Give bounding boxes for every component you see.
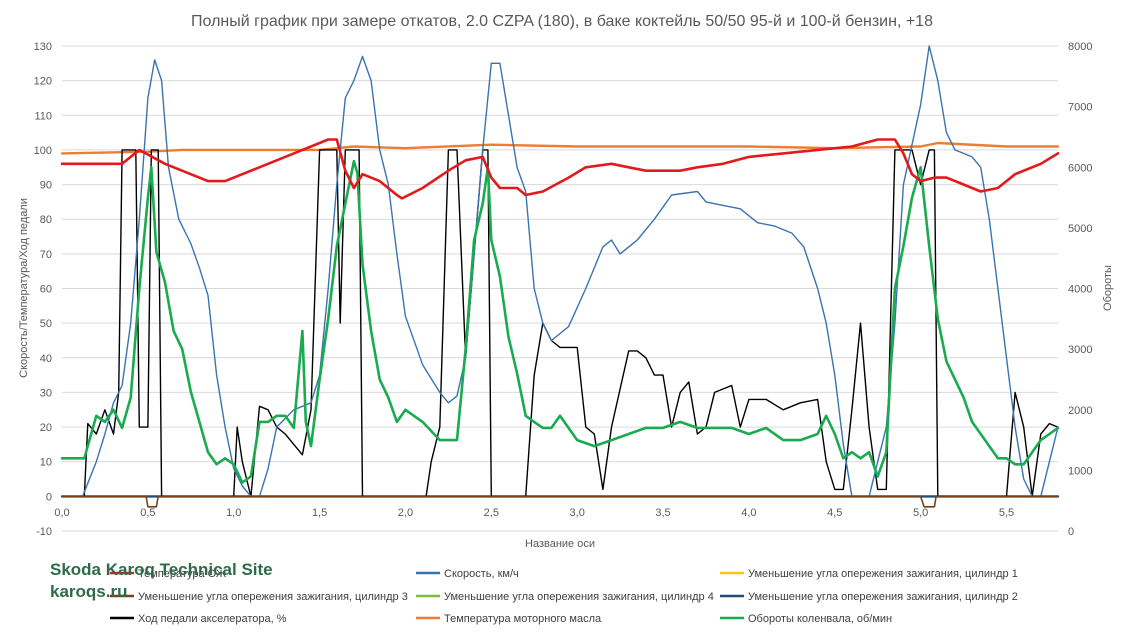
series-line xyxy=(61,149,1059,498)
y2-tick-label: 0 xyxy=(1068,526,1074,538)
x-tick-label: 2,0 xyxy=(398,507,413,519)
legend-label: Температура ОЖ xyxy=(138,568,226,580)
y2-tick-label: 3000 xyxy=(1068,344,1092,356)
watermark-site-name: Skoda Karoq Technical Site xyxy=(50,560,273,579)
x-tick-label: 1,0 xyxy=(226,507,241,519)
legend-label: Уменьшение угла опережения зажигания, ци… xyxy=(748,568,1018,580)
y2-tick-labels: 0 1000 2000 3000 4000 5000 6000 7000 8000 xyxy=(1068,41,1092,538)
x-tick-label: 0,0 xyxy=(54,507,69,519)
y-axis-title: Скорость/Температура/Ход педали xyxy=(18,198,30,378)
series-lines xyxy=(60,45,1060,508)
y-tick-label: 20 xyxy=(40,422,52,434)
watermark-url: karoqs.ru xyxy=(50,582,127,601)
chart-title: Полный график при замере откатов, 2.0 CZ… xyxy=(191,13,933,30)
legend-label: Уменьшение угла опережения зажигания, ци… xyxy=(444,591,714,603)
y-tick-label: 30 xyxy=(40,387,52,399)
y2-tick-label: 5000 xyxy=(1068,223,1092,235)
legend-label: Уменьшение угла опережения зажигания, ци… xyxy=(138,591,408,603)
x-tick-label: 3,0 xyxy=(570,507,585,519)
legend-label: Обороты коленвала, об/мин xyxy=(748,613,892,625)
x-tick-label: 5,0 xyxy=(913,507,928,519)
legend-label: Скорость, км/ч xyxy=(444,568,519,580)
y-tick-label: 80 xyxy=(40,214,52,226)
legend-label: Уменьшение угла опережения зажигания, ци… xyxy=(748,591,1018,603)
y-tick-label: 0 xyxy=(46,491,52,503)
x-tick-label: 4,5 xyxy=(827,507,842,519)
series-line xyxy=(61,495,1059,508)
x-tick-label: 4,0 xyxy=(741,507,756,519)
y2-tick-label: 2000 xyxy=(1068,405,1092,417)
x-tick-label: 3,5 xyxy=(655,507,670,519)
x-axis-title: Название оси xyxy=(525,538,595,550)
series-line xyxy=(60,159,1060,484)
y-tick-label: 50 xyxy=(40,318,52,330)
x-tick-label: 0,5 xyxy=(140,507,155,519)
y-tick-label: 40 xyxy=(40,353,52,365)
y-tick-label: 10 xyxy=(40,457,52,469)
x-tick-labels: 0,0 0,5 1,0 1,5 2,0 2,5 3,0 3,5 4,0 4,5 5,0 5,5 xyxy=(54,507,1014,519)
x-tick-label: 5,5 xyxy=(999,507,1014,519)
y-tick-label: 110 xyxy=(34,110,52,122)
y2-axis-title: Обороты xyxy=(1102,265,1114,311)
legend-label: Ход педали акселератора, % xyxy=(138,613,287,625)
y2-tick-label: 7000 xyxy=(1068,102,1092,114)
x-tick-label: 2,5 xyxy=(484,507,499,519)
y-tick-label: 70 xyxy=(40,249,52,261)
y-tick-label: 130 xyxy=(34,41,52,53)
y2-tick-label: 1000 xyxy=(1068,465,1092,477)
series-line xyxy=(61,45,1059,498)
y-tick-label: 90 xyxy=(40,180,52,192)
y-tick-label: 120 xyxy=(34,76,52,88)
series-line xyxy=(60,141,1060,155)
legend-label: Температура моторного масла xyxy=(444,613,602,625)
y2-tick-label: 8000 xyxy=(1068,41,1092,53)
y2-tick-label: 4000 xyxy=(1068,284,1092,296)
y-tick-labels: -10 0 10 20 30 40 50 60 70 80 90 100 110 120 130 xyxy=(34,41,52,538)
legend: Температура ОЖ Скорость, км/ч Уменьшение у… xyxy=(110,568,1018,625)
series-line xyxy=(60,138,1060,200)
x-tick-label: 1,5 xyxy=(312,507,327,519)
y-tick-label: -10 xyxy=(36,526,52,538)
y-tick-label: 100 xyxy=(34,145,52,157)
y2-tick-label: 6000 xyxy=(1068,162,1092,174)
y-tick-label: 60 xyxy=(40,284,52,296)
